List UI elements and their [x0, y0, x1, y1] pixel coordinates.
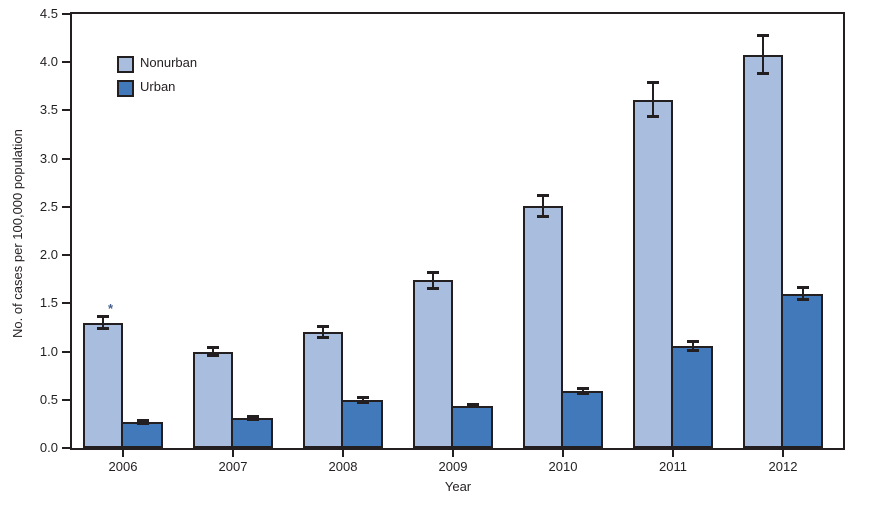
x-tick-label: 2009 — [438, 459, 468, 474]
x-tick-mark — [122, 450, 124, 457]
y-tick-mark — [62, 109, 70, 112]
error-bar-urban-2009-cap-bottom — [467, 405, 479, 409]
bar-urban-2009 — [451, 405, 493, 448]
error-bar-urban-2009-cap-top — [467, 402, 479, 406]
x-tick-label: 2008 — [328, 459, 358, 474]
legend-swatch-nonurban — [117, 56, 134, 73]
error-bar-nonurban-2006-cap-bottom — [97, 327, 109, 331]
x-tick-mark — [672, 450, 674, 457]
error-bar-nonurban-2006-cap-top — [97, 314, 109, 318]
x-tick-mark — [232, 450, 234, 457]
error-bar-urban-2007-cap-top — [247, 415, 259, 419]
error-bar-nonurban-2010-cap-top — [537, 194, 549, 198]
legend-label-urban: Urban — [140, 79, 176, 94]
error-bar-nonurban-2009-cap-top — [427, 270, 439, 274]
error-bar-nonurban-2010-cap-bottom — [537, 214, 549, 218]
y-tick-label: 1.0 — [39, 343, 58, 359]
error-bar-urban-2008-cap-bottom — [357, 400, 369, 404]
error-bar-urban-2008-cap-top — [357, 395, 369, 399]
error-bar-nonurban-2007-cap-top — [207, 345, 219, 349]
error-bar-urban-2010-cap-bottom — [577, 391, 589, 395]
error-bar-nonurban-2012-cap-top — [757, 34, 769, 38]
bar-nonurban-2007 — [193, 351, 233, 448]
error-bar-nonurban-2012-whisker — [762, 35, 764, 74]
y-tick-mark — [62, 254, 70, 257]
y-tick-mark — [62, 13, 70, 15]
y-tick-mark — [62, 157, 70, 160]
error-bar-nonurban-2011-cap-bottom — [647, 115, 659, 119]
error-bar-urban-2011-cap-bottom — [687, 348, 699, 352]
bar-urban-2012 — [781, 293, 823, 448]
x-tick-label: 2006 — [108, 459, 138, 474]
x-tick-mark — [342, 450, 344, 457]
bar-urban-2007 — [231, 418, 273, 448]
error-bar-urban-2007-cap-bottom — [247, 418, 259, 422]
error-bar-urban-2012-cap-bottom — [797, 298, 809, 302]
y-tick-label: 3.0 — [39, 150, 58, 166]
error-bar-urban-2012-whisker — [802, 286, 804, 301]
bar-nonurban-2010 — [523, 205, 563, 448]
y-tick-label: 4.5 — [39, 6, 58, 21]
x-tick-mark — [562, 450, 564, 457]
legend-label-nonurban: Nonurban — [140, 55, 198, 70]
y-tick-label: 4.0 — [39, 54, 58, 70]
error-bar-nonurban-2009-whisker — [432, 271, 434, 289]
error-bar-urban-2011-whisker — [692, 340, 694, 351]
bar-nonurban-2012 — [743, 54, 783, 448]
bar-urban-2008 — [341, 399, 383, 448]
y-tick-mark — [62, 350, 70, 353]
y-tick-label: 0.5 — [39, 391, 58, 407]
error-bar-nonurban-2009-cap-bottom — [427, 286, 439, 290]
bar-nonurban-2011 — [633, 99, 673, 448]
x-tick-label: 2011 — [659, 459, 687, 474]
error-bar-nonurban-2007-whisker — [212, 346, 214, 357]
y-tick-mark — [62, 205, 70, 208]
x-tick-label: 2012 — [768, 459, 798, 474]
footnote-asterisk: * — [108, 300, 114, 316]
error-bar-nonurban-2007-cap-bottom — [207, 354, 219, 358]
error-bar-urban-2006-cap-bottom — [137, 421, 149, 425]
y-tick-mark — [62, 447, 70, 449]
error-bar-nonurban-2008-whisker — [322, 326, 324, 339]
error-bar-nonurban-2012-cap-bottom — [757, 71, 769, 75]
bar-nonurban-2006 — [83, 322, 123, 448]
error-bar-urban-2012-cap-top — [797, 285, 809, 289]
y-tick-mark — [62, 398, 70, 401]
y-tick-label: 2.0 — [39, 247, 58, 263]
y-tick-label: 2.5 — [39, 198, 58, 214]
x-axis-title: Year — [444, 479, 472, 494]
error-bar-nonurban-2008-cap-top — [317, 325, 329, 329]
error-bar-urban-2008-whisker — [362, 396, 364, 403]
y-tick-mark — [62, 61, 70, 64]
error-bar-urban-2010-cap-top — [577, 387, 589, 391]
x-tick-label: 2007 — [218, 459, 248, 474]
plot-frame — [70, 12, 845, 450]
error-bar-nonurban-2011-cap-top — [647, 81, 659, 85]
y-tick-mark — [62, 302, 70, 305]
error-bar-nonurban-2011-whisker — [652, 82, 654, 118]
error-bar-urban-2010-whisker — [582, 388, 584, 394]
bar-urban-2010 — [561, 391, 603, 448]
error-bar-urban-2011-cap-top — [687, 339, 699, 343]
y-tick-label: 0.0 — [39, 440, 58, 455]
error-bar-nonurban-2010-whisker — [542, 195, 544, 217]
error-bar-urban-2006-cap-top — [137, 419, 149, 423]
x-tick-mark — [452, 450, 454, 457]
x-tick-label: 2010 — [548, 459, 578, 474]
bar-nonurban-2008 — [303, 332, 343, 448]
bar-urban-2006 — [121, 421, 163, 448]
error-bar-nonurban-2006-whisker — [102, 315, 104, 330]
y-tick-label: 1.5 — [39, 295, 58, 311]
bar-nonurban-2009 — [413, 280, 453, 448]
legend-swatch-urban — [117, 80, 134, 97]
x-tick-mark — [782, 450, 784, 457]
bar-urban-2011 — [671, 345, 713, 448]
y-tick-label: 3.5 — [39, 102, 58, 118]
error-bar-nonurban-2008-cap-bottom — [317, 336, 329, 340]
